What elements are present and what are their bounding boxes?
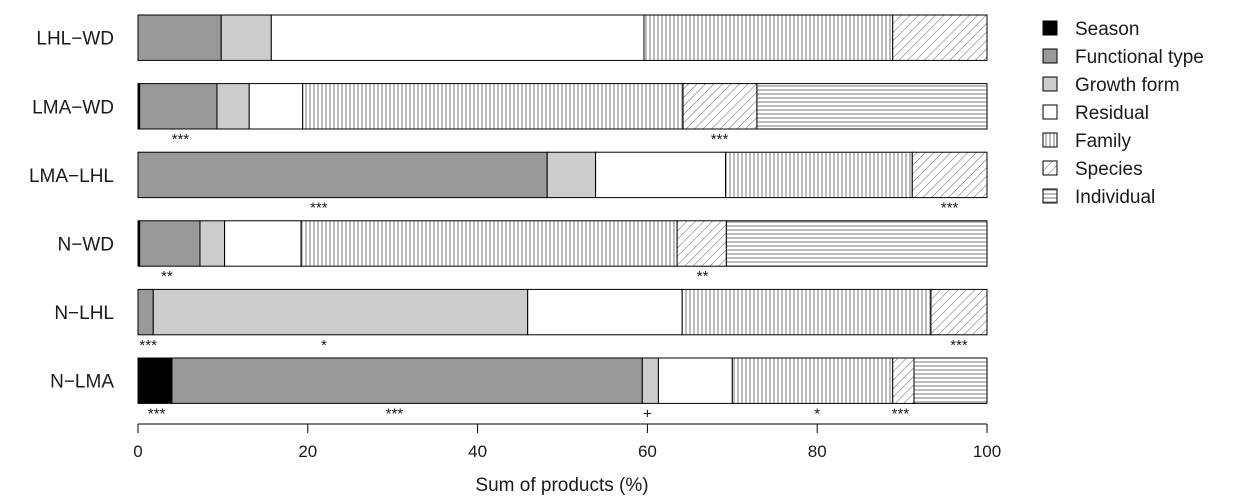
bar-segment-lma-wd-species [682, 83, 758, 130]
bar-segment-n-wd-species [676, 220, 727, 267]
x-tick-label: 0 [133, 442, 142, 461]
bar-segment-n-wd-functional-type [139, 220, 201, 267]
bar-segment-n-lhl-functional-type [137, 288, 154, 336]
legend-swatch-growth-form [1042, 76, 1058, 92]
category-label-n-lma: N−LMA [50, 372, 114, 393]
category-label-lma-wd: LMA−WD [32, 97, 114, 118]
legend-label-growth-form: Growth form [1075, 75, 1180, 96]
category-label-lma-lhl: LMA−LHL [29, 166, 114, 187]
bar-segment-n-lma-individual [913, 357, 988, 404]
bar-segment-n-lhl-species [930, 288, 988, 336]
significance-marker: *** [711, 131, 729, 148]
significance-marker: *** [950, 337, 968, 354]
bar-segment-n-lhl-residual [527, 288, 683, 336]
bar-segment-lma-lhl-species [911, 151, 988, 199]
bar-segment-lhl-wd-species [892, 14, 988, 61]
legend-label-functional-type: Functional type [1075, 47, 1204, 68]
significance-marker: *** [892, 405, 910, 422]
x-tick-label: 80 [808, 442, 827, 461]
bar-segment-n-lma-functional-type [171, 357, 643, 404]
significance-marker: *** [172, 131, 190, 148]
bar-segment-lhl-wd-family [643, 14, 894, 61]
x-tick-label: 40 [468, 442, 487, 461]
x-axis-title: Sum of products (%) [475, 475, 648, 496]
x-tick-label: 20 [298, 442, 317, 461]
bar-segment-n-lhl-growth-form [152, 288, 529, 336]
significance-marker: + [643, 405, 652, 422]
significance-marker: * [321, 337, 327, 354]
bar-segment-n-lma-growth-form [641, 357, 659, 404]
legend-label-season: Season [1075, 19, 1139, 40]
x-tick-label: 100 [973, 442, 1001, 461]
legend-swatch-functional-type [1042, 48, 1058, 64]
significance-marker: ** [697, 268, 709, 285]
legend-label-individual: Individual [1075, 187, 1155, 208]
significance-marker: *** [139, 337, 157, 354]
bar-segment-lma-lhl-family [725, 151, 913, 199]
bar-segment-lma-wd-family [302, 83, 684, 130]
bar-segment-lma-wd-residual [248, 83, 304, 130]
x-tick-label: 60 [638, 442, 657, 461]
bar-segment-n-lma-season [137, 357, 173, 404]
significance-marker: *** [941, 200, 959, 217]
bar-segment-lhl-wd-residual [270, 14, 645, 61]
legend-swatch-season [1042, 20, 1058, 36]
bar-segment-n-lhl-family [681, 288, 932, 336]
bar-segment-lma-wd-individual [756, 83, 988, 130]
bar-segment-lma-lhl-growth-form [546, 151, 597, 199]
bar-segment-lma-wd-functional-type [139, 83, 218, 130]
significance-marker: ** [161, 268, 173, 285]
legend-swatch-family [1042, 132, 1058, 148]
bar-segment-lma-lhl-functional-type [137, 151, 548, 199]
bar-segment-lma-lhl-residual [595, 151, 727, 199]
legend-label-family: Family [1075, 131, 1131, 152]
category-label-n-lhl: N−LHL [54, 303, 114, 324]
legend-swatch-residual [1042, 104, 1058, 120]
category-label-lhl-wd: LHL−WD [36, 29, 114, 50]
significance-marker: * [814, 405, 820, 422]
bar-segment-n-wd-residual [224, 220, 302, 267]
bar-segment-n-wd-growth-form [199, 220, 226, 267]
significance-marker: *** [310, 200, 328, 217]
significance-marker: *** [148, 405, 166, 422]
bar-segment-lma-wd-growth-form [216, 83, 250, 130]
bar-segment-lhl-wd-growth-form [220, 14, 272, 61]
legend-label-residual: Residual [1075, 103, 1149, 124]
bar-segment-n-wd-family [300, 220, 678, 267]
legend-swatch-species [1042, 160, 1058, 176]
legend-label-species: Species [1075, 159, 1143, 180]
bar-segment-n-lma-family [731, 357, 894, 404]
x-axis: 0 20 40 60 80 100 [133, 423, 1001, 461]
significance-marker: *** [386, 405, 404, 422]
legend-swatch-individual [1042, 188, 1058, 204]
bar-segment-lhl-wd-functional-type [137, 14, 222, 61]
bar-segment-n-lma-species [892, 357, 915, 404]
bar-segment-n-wd-individual [725, 220, 988, 267]
category-label-n-wd: N−WD [58, 235, 114, 256]
bar-segment-n-lma-residual [657, 357, 733, 404]
legend: Season Functional type Growth form Residual… [1042, 19, 1204, 208]
